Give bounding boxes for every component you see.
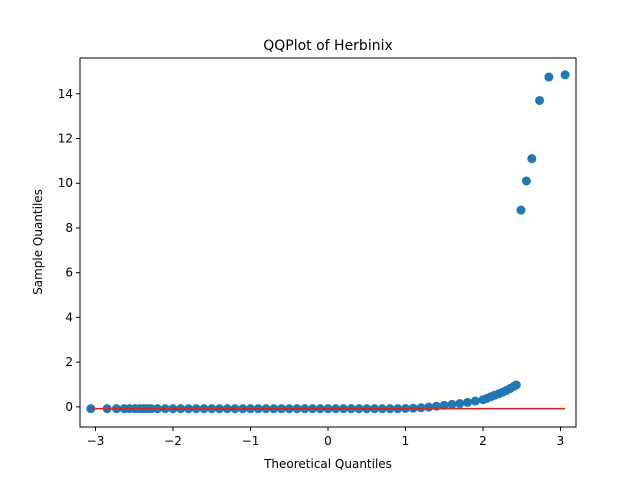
data-point — [527, 154, 537, 164]
data-point — [560, 70, 570, 80]
data-point — [511, 380, 521, 390]
data-point — [521, 176, 531, 186]
y-tick-label: 2 — [65, 355, 73, 369]
y-tick-label: 6 — [65, 266, 73, 280]
y-tick-label: 12 — [58, 132, 73, 146]
x-tick-label: 2 — [479, 434, 487, 448]
data-point — [439, 400, 449, 410]
x-tick-label: 0 — [324, 434, 332, 448]
data-point — [424, 402, 434, 412]
y-tick-label: 14 — [58, 87, 73, 101]
x-tick-label: −2 — [164, 434, 182, 448]
y-tick-label: 4 — [65, 310, 73, 324]
data-point — [455, 399, 465, 409]
data-point — [544, 72, 554, 82]
data-point — [535, 95, 545, 105]
y-tick-label: 10 — [58, 176, 73, 190]
x-axis-label: Theoretical Quantiles — [263, 457, 392, 471]
y-axis-label: Sample Quantiles — [31, 189, 45, 295]
chart-title: QQPlot of Herbinix — [263, 38, 393, 54]
data-point — [516, 205, 526, 215]
y-tick-label: 8 — [65, 221, 73, 235]
plot-marks — [86, 70, 570, 414]
data-point — [416, 403, 426, 413]
x-tick-label: −1 — [242, 434, 260, 448]
y-tick-label: 0 — [65, 400, 73, 414]
x-tick-label: 3 — [557, 434, 565, 448]
data-point — [447, 399, 457, 409]
data-point — [470, 396, 480, 406]
x-tick-label: −3 — [87, 434, 105, 448]
x-tick-label: 1 — [402, 434, 410, 448]
data-point — [463, 397, 472, 407]
